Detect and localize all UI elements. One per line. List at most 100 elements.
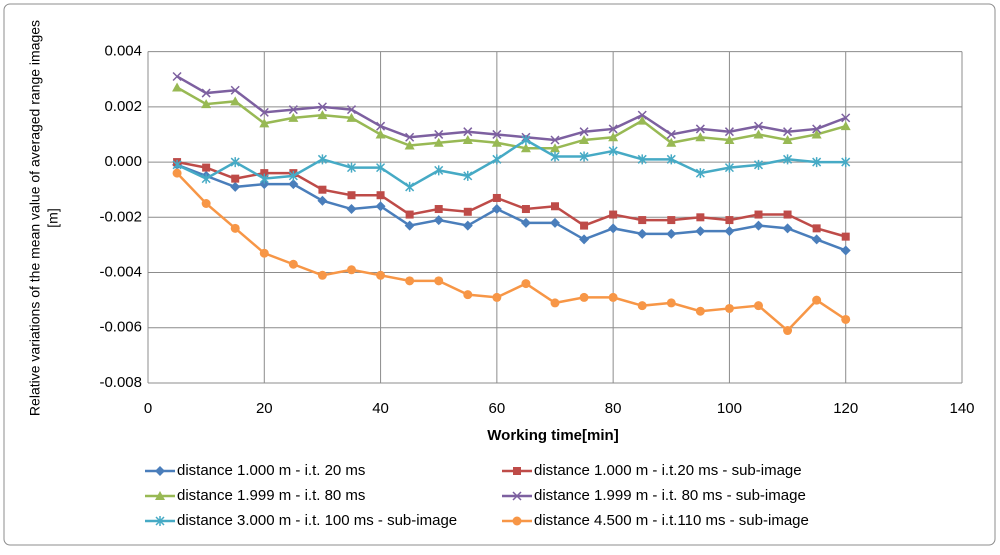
marker xyxy=(841,113,851,123)
marker xyxy=(841,314,851,324)
marker xyxy=(288,105,298,115)
marker xyxy=(637,110,647,120)
marker xyxy=(463,207,472,216)
marker xyxy=(725,216,734,225)
marker xyxy=(812,224,821,233)
marker xyxy=(513,467,521,475)
marker xyxy=(346,105,357,115)
y-tick-label: -0.008 xyxy=(99,374,142,391)
marker xyxy=(288,259,298,269)
marker xyxy=(550,135,560,145)
x-tick-label: 140 xyxy=(949,400,974,417)
marker xyxy=(608,223,619,234)
legend-label: distance 4.500 m - i.t.110 ms - sub-imag… xyxy=(534,512,809,529)
marker xyxy=(811,234,822,245)
marker xyxy=(492,292,502,302)
marker xyxy=(783,210,792,219)
marker xyxy=(404,140,415,150)
marker xyxy=(550,298,560,308)
marker xyxy=(259,107,269,117)
marker xyxy=(288,170,298,181)
marker xyxy=(579,127,589,137)
marker xyxy=(317,270,327,280)
x-tick-label: 40 xyxy=(372,400,389,417)
series-line xyxy=(176,160,847,238)
marker xyxy=(783,154,793,165)
legend-label: distance 1.000 m - i.t.20 ms - sub-image xyxy=(534,462,802,479)
marker xyxy=(462,220,473,231)
marker xyxy=(347,191,356,200)
marker xyxy=(520,143,531,153)
marker xyxy=(492,154,502,165)
marker xyxy=(376,162,386,173)
marker xyxy=(231,174,240,183)
marker xyxy=(724,226,735,237)
marker xyxy=(579,234,590,245)
marker xyxy=(841,232,850,241)
marker xyxy=(260,169,269,178)
marker xyxy=(753,220,764,231)
y-tick-label: 0.002 xyxy=(104,98,142,115)
marker xyxy=(172,82,183,92)
marker xyxy=(375,129,386,139)
marker xyxy=(724,303,734,313)
series-line xyxy=(176,86,847,150)
legend-label: distance 1.999 m - i.t. 80 ms xyxy=(177,487,365,504)
marker xyxy=(405,276,415,286)
marker xyxy=(666,129,676,139)
marker xyxy=(433,215,444,226)
marker xyxy=(695,168,705,179)
x-tick-label: 60 xyxy=(489,400,506,417)
marker xyxy=(608,146,618,157)
x-tick-label: 0 xyxy=(144,400,152,417)
marker xyxy=(405,132,415,142)
marker xyxy=(512,516,522,526)
legend-label: distance 1.000 m - i.t. 20 ms xyxy=(177,462,365,479)
marker xyxy=(201,199,211,208)
marker xyxy=(433,137,444,147)
marker xyxy=(155,516,165,526)
marker xyxy=(317,102,327,112)
marker xyxy=(754,301,763,311)
y-axis-label: [m] xyxy=(45,208,61,227)
marker xyxy=(201,99,212,109)
marker xyxy=(521,205,530,214)
marker xyxy=(550,143,560,153)
marker xyxy=(696,213,705,222)
marker xyxy=(782,223,793,234)
marker xyxy=(462,134,473,144)
marker xyxy=(434,165,444,176)
marker xyxy=(637,228,648,239)
marker xyxy=(512,491,522,501)
marker xyxy=(812,157,822,168)
marker xyxy=(155,491,165,500)
chart-frame xyxy=(3,3,996,546)
series-line xyxy=(176,138,846,189)
marker xyxy=(666,154,676,165)
marker xyxy=(608,132,619,142)
marker xyxy=(724,162,734,173)
marker xyxy=(434,129,444,139)
marker xyxy=(637,301,647,311)
marker xyxy=(753,121,764,131)
marker xyxy=(753,159,764,170)
marker xyxy=(580,221,589,230)
marker xyxy=(637,115,648,125)
x-tick-label: 20 xyxy=(256,400,273,417)
marker xyxy=(579,134,590,144)
y-tick-label: -0.006 xyxy=(99,319,142,336)
marker xyxy=(812,124,822,134)
marker xyxy=(347,265,356,275)
marker xyxy=(317,154,327,165)
marker xyxy=(579,292,589,302)
legend-label: distance 3.000 m - i.t. 100 ms - sub-ima… xyxy=(177,512,457,529)
marker xyxy=(202,163,211,172)
y-tick-label: 0.004 xyxy=(104,43,142,60)
marker xyxy=(492,193,501,202)
marker xyxy=(346,162,357,173)
marker xyxy=(375,201,386,212)
marker xyxy=(317,195,328,206)
marker xyxy=(492,129,502,139)
marker xyxy=(230,96,241,106)
legend-label: distance 1.999 m - i.t. 80 ms - sub-imag… xyxy=(534,487,806,504)
